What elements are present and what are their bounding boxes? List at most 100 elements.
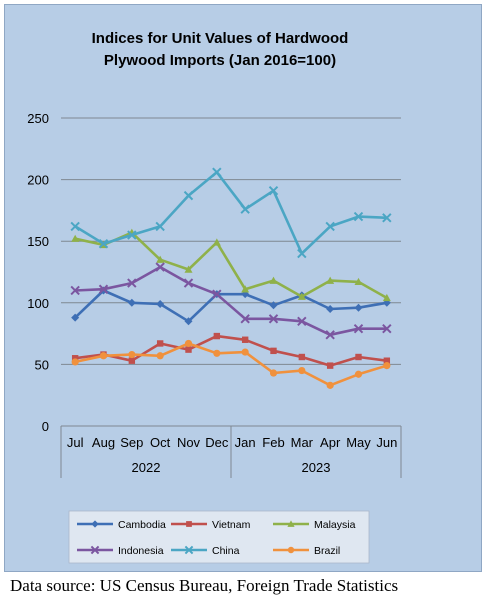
point-indonesia-feb-7 [268, 314, 279, 324]
x-tick-label-jan: Jan [235, 435, 256, 450]
chart-frame: Indices for Unit Values of Hardwood Plywo… [4, 4, 482, 572]
point-brazil-apr-9 [326, 381, 334, 389]
point-brazil-jun-11 [383, 362, 391, 370]
legend-swatch-marker-malaysia [287, 520, 295, 527]
series-line-vietnam [75, 334, 387, 367]
point-indonesia-apr-9 [325, 330, 335, 340]
series-vietnam [71, 332, 391, 369]
point-china-feb-7 [268, 185, 279, 196]
x-tick-label-sep: Sep [120, 435, 143, 450]
y-tick-label-100: 100 [27, 296, 49, 311]
legend-swatch-marker-cambodia [91, 520, 99, 528]
y-tick-label-50: 50 [35, 357, 49, 372]
y-tick-label-250: 250 [27, 111, 49, 126]
point-cambodia-sep-2 [127, 298, 136, 307]
point-cambodia-feb-7 [269, 301, 278, 310]
point-china-mar-8 [297, 248, 307, 259]
legend-item-vietnam: Vietnam [171, 519, 251, 531]
point-brazil-aug-1 [99, 352, 108, 360]
point-vietnam-may-10 [355, 353, 362, 361]
point-indonesia-oct-3 [155, 262, 165, 272]
point-indonesia-dec-5 [212, 289, 222, 299]
legend-item-cambodia: Cambodia [77, 519, 166, 531]
point-malaysia-oct-3 [156, 255, 165, 263]
point-indonesia-sep-2 [127, 278, 137, 288]
point-brazil-jul-0 [71, 358, 79, 366]
point-brazil-jan-6 [241, 348, 249, 356]
point-malaysia-apr-9 [326, 276, 335, 284]
point-vietnam-oct-3 [156, 340, 164, 347]
legend-swatch-marker-indonesia [90, 545, 100, 555]
point-vietnam-jun-11 [383, 357, 391, 364]
point-vietnam-jan-6 [241, 336, 249, 343]
point-brazil-may-10 [354, 370, 363, 378]
legend-swatch-marker-vietnam [186, 521, 192, 527]
year-label-2023: 2023 [302, 460, 331, 475]
point-indonesia-jun-11 [382, 323, 392, 334]
y-tick-label-150: 150 [27, 234, 49, 249]
point-malaysia-jun-11 [382, 293, 391, 302]
legend-label-china: China [212, 545, 240, 557]
point-brazil-mar-8 [298, 366, 306, 375]
y-axis-ticks: 0 50 100 150 200 250 [27, 111, 49, 434]
point-brazil-oct-3 [156, 352, 164, 360]
legend: Cambodia Vietnam Malaysia Indonesia China Bra… [68, 510, 370, 564]
point-indonesia-may-10 [353, 323, 364, 334]
point-malaysia-mar-8 [297, 292, 306, 300]
point-brazil-nov-4 [184, 339, 193, 348]
x-tick-label-dec: Dec [205, 435, 229, 450]
point-cambodia-apr-9 [326, 304, 335, 313]
series-brazil [71, 339, 391, 389]
legend-item-china: China [171, 545, 240, 557]
x-tick-label-feb: Feb [262, 435, 284, 450]
point-china-jun-11 [382, 213, 392, 223]
series-lines [70, 167, 392, 389]
point-china-apr-9 [325, 221, 335, 232]
legend-item-brazil: Brazil [273, 545, 340, 557]
point-vietnam-feb-7 [270, 347, 277, 355]
source-note: Data source: US Census Bureau, Foreign T… [10, 576, 399, 595]
point-malaysia-dec-5 [212, 238, 221, 246]
point-china-jan-6 [240, 204, 250, 214]
legend-label-malaysia: Malaysia [314, 519, 356, 531]
point-indonesia-jul-0 [70, 285, 80, 296]
point-malaysia-jan-6 [241, 285, 250, 293]
legend-label-vietnam: Vietnam [212, 519, 251, 531]
x-tick-label-jul: Jul [67, 435, 84, 450]
point-cambodia-nov-4 [184, 317, 193, 326]
point-indonesia-jan-6 [240, 314, 250, 324]
point-vietnam-dec-5 [213, 332, 221, 340]
point-china-sep-2 [127, 230, 137, 240]
chart-svg: Indices for Unit Values of Hardwood Plywo… [27, 30, 402, 564]
series-line-malaysia [74, 231, 388, 300]
point-china-jul-0 [70, 221, 80, 232]
point-malaysia-feb-7 [269, 276, 278, 284]
gridlines [61, 117, 401, 365]
series-indonesia [70, 262, 392, 340]
legend-label-cambodia: Cambodia [118, 519, 166, 531]
point-cambodia-jul-0 [71, 313, 80, 322]
point-indonesia-nov-4 [183, 278, 194, 288]
point-china-oct-3 [155, 221, 165, 232]
series-line-brazil [74, 342, 388, 387]
chart-title: Indices for Unit Values of Hardwood Plywo… [92, 30, 349, 69]
point-brazil-dec-5 [213, 349, 221, 357]
legend-item-indonesia: Indonesia [77, 545, 164, 557]
year-label-2022: 2022 [132, 460, 161, 475]
point-vietnam-sep-2 [128, 357, 136, 364]
point-vietnam-jul-0 [71, 355, 79, 362]
point-indonesia-aug-1 [98, 284, 109, 294]
legend-swatch-marker-brazil [287, 546, 295, 554]
x-tick-label-apr: Apr [320, 435, 341, 450]
point-china-aug-1 [98, 238, 109, 249]
legend-label-brazil: Brazil [314, 545, 340, 557]
point-malaysia-jul-0 [71, 234, 80, 242]
point-brazil-feb-7 [269, 369, 278, 377]
y-tick-label-0: 0 [42, 419, 49, 434]
x-tick-label-mar: Mar [291, 435, 314, 450]
x-tick-label-may: May [346, 435, 371, 450]
legend-label-indonesia: Indonesia [118, 545, 164, 557]
chart-title-line-1: Indices for Unit Values of Hardwood [92, 30, 349, 47]
x-tick-label-oct: Oct [150, 435, 171, 450]
x-axis: Jul Aug Sep Oct Nov Dec Jan Feb Mar Apr May Jun 2022… [60, 425, 402, 478]
